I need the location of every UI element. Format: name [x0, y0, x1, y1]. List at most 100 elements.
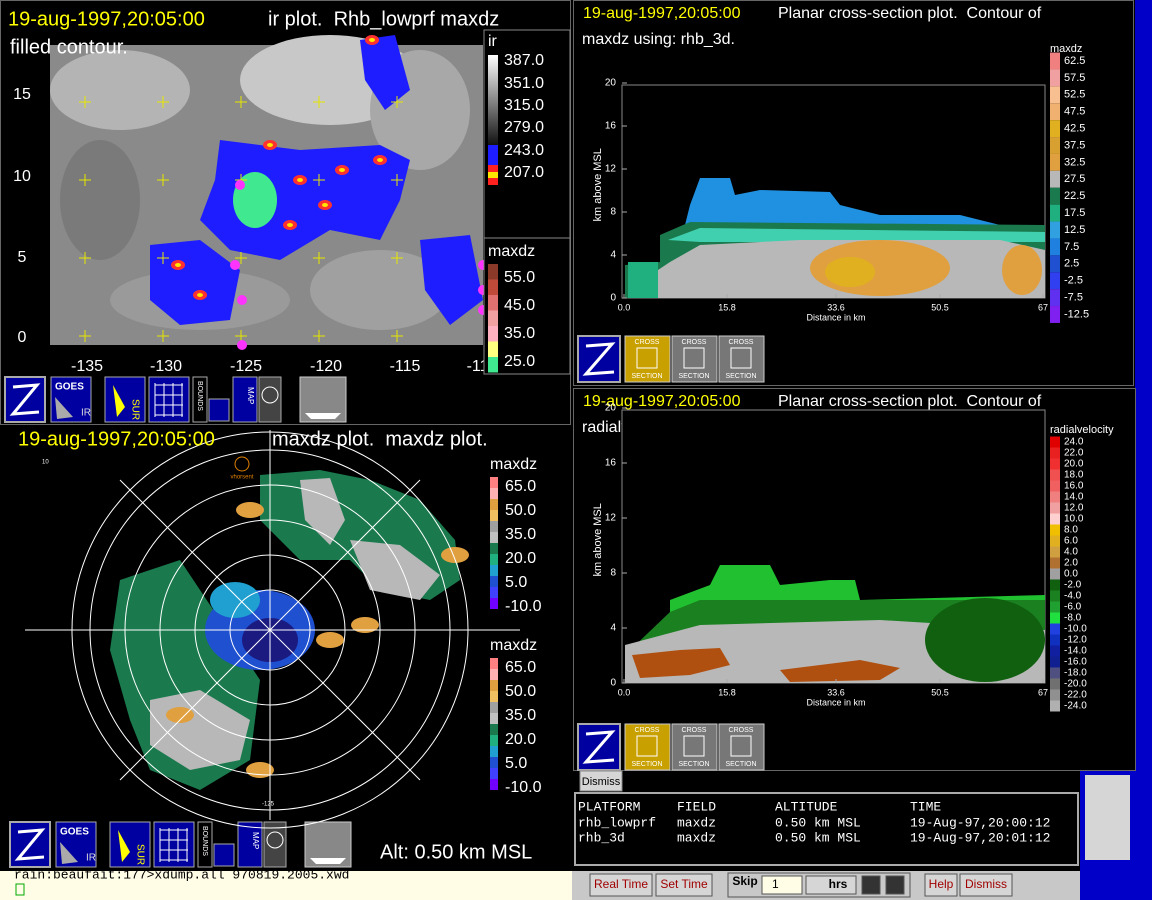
ir-core-center [197, 293, 203, 297]
x-label: 33.6 [827, 687, 845, 697]
info-table-frame [574, 792, 1079, 866]
ir-cold-cloud [420, 235, 483, 325]
wheel-button [263, 821, 287, 868]
cross-section-button[interactable] [718, 335, 765, 383]
dismiss-label[interactable]: Dismiss [582, 776, 621, 788]
legend-label: 12.5 [1064, 224, 1085, 236]
maxdz-colorbar [490, 735, 498, 746]
x-label: 15.8 [718, 302, 736, 312]
toolbar-label: SUR [129, 399, 140, 420]
ir-core-center [339, 168, 345, 172]
x-label: 33.6 [827, 302, 845, 312]
control-button[interactable] [589, 873, 653, 897]
unit-label[interactable]: hrs [829, 877, 848, 891]
control-label[interactable]: Real Time [594, 877, 648, 891]
control-button[interactable] [924, 873, 958, 897]
legend-title: maxdz [1050, 43, 1082, 55]
station-marker [237, 295, 247, 305]
radar-time: 19-aug-1997,20:05:00 [18, 428, 215, 450]
wheel-button [258, 376, 282, 423]
cross-section-button[interactable] [718, 723, 765, 771]
legend-label: 10.0 [1064, 514, 1084, 525]
legend-label: -14.0 [1064, 646, 1087, 657]
cross-section-button[interactable] [671, 723, 718, 771]
ir-y-label: 5 [18, 249, 27, 266]
control-label[interactable]: Set Time [660, 877, 708, 891]
legend-label: 47.5 [1064, 106, 1085, 118]
legend-label: 243.0 [504, 142, 544, 159]
maxdz-colorbar [490, 565, 498, 576]
legend-label: -10.0 [1064, 624, 1087, 635]
y-label: 4 [610, 250, 616, 261]
ship-icon [305, 413, 341, 419]
x-label: 50.5 [931, 687, 949, 697]
ir-y-label: 15 [13, 86, 31, 103]
cube-icon [636, 347, 658, 369]
legend-swatch [1050, 579, 1060, 591]
y-label: 12 [605, 513, 617, 524]
toolbar-label: MAP [246, 387, 255, 404]
control-label[interactable]: Dismiss [965, 877, 1007, 891]
wheel-icon [266, 831, 284, 849]
ir-colorbar [488, 178, 498, 185]
legend-swatch [1050, 255, 1060, 273]
y-label: 0 [610, 293, 616, 304]
legend-swatch [1050, 546, 1060, 558]
x-label: 0.0 [618, 687, 631, 697]
cube-icon [636, 735, 658, 757]
legend-label: 65.0 [505, 478, 536, 495]
unit-menu[interactable] [805, 875, 857, 895]
table-cell: maxdz [677, 815, 716, 830]
button-label: CROSS [635, 339, 660, 346]
ir-core-center [322, 203, 328, 207]
maxdz-colorbar [488, 264, 498, 280]
cross-section-button[interactable] [671, 335, 718, 383]
maxdz-colorbar [490, 691, 498, 702]
legend-label: 35.0 [505, 707, 536, 724]
legend-label: -10.0 [505, 779, 542, 796]
legend-swatch [1050, 204, 1060, 222]
step-back[interactable] [861, 875, 881, 895]
legend-label: 50.0 [505, 502, 536, 519]
cross-title: Planar cross-section plot. Contour of [778, 393, 1042, 410]
legend-swatch [1050, 469, 1060, 481]
control-button[interactable] [655, 873, 713, 897]
cross-window-2 [573, 388, 1136, 771]
table-header: FIELD [677, 799, 716, 814]
maxdz-colorbar [488, 326, 498, 342]
ir-y-label: 10 [13, 168, 31, 185]
toolbar-label: SUR [134, 844, 145, 865]
cross-subtitle: maxdz using: rhb_3d. [582, 31, 735, 48]
maxdz-colorbar [490, 521, 498, 532]
xs-orange [1002, 245, 1042, 295]
terminal [0, 871, 572, 900]
legend-swatch [1050, 678, 1060, 690]
skip-value[interactable]: 1 [772, 877, 779, 891]
info-area [575, 771, 1080, 871]
cross-time: 19-aug-1997,20:05:00 [583, 393, 741, 410]
maxdz-colorbar [490, 477, 498, 488]
maxdz-colorbar [488, 279, 498, 295]
cross-window-1 [573, 0, 1134, 386]
step-forward[interactable] [885, 875, 905, 895]
table-cell: 0.50 km MSL [775, 815, 861, 830]
control-label[interactable]: Help [929, 877, 954, 891]
skip-input[interactable] [761, 875, 803, 895]
cross-section-button[interactable] [624, 723, 671, 771]
table-cell: rhb_lowprf [578, 815, 656, 830]
button-label: SECTION [631, 761, 662, 768]
cross-section-button[interactable] [624, 335, 671, 383]
z-glyph [582, 342, 616, 376]
legend-label: 32.5 [1064, 156, 1085, 168]
cloud [310, 250, 450, 330]
sur-button [109, 821, 151, 868]
dismiss-button[interactable] [579, 770, 623, 792]
legend-swatch [1050, 221, 1060, 239]
goes-dish [60, 842, 78, 864]
legend-label: 45.0 [504, 297, 535, 314]
z-glyph [9, 383, 41, 416]
control-button[interactable] [959, 873, 1013, 897]
legend-swatch [1050, 557, 1060, 569]
toolbar-label: GOES [55, 382, 84, 393]
legend-label: 37.5 [1064, 139, 1085, 151]
